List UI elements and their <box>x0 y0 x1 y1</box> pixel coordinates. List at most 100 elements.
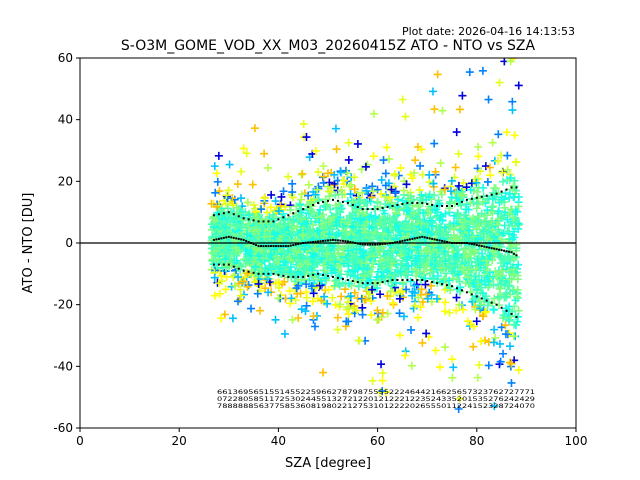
scatter-point <box>232 203 241 212</box>
scatter-point <box>477 300 486 309</box>
mean-point <box>411 237 414 240</box>
scatter-point <box>388 299 397 308</box>
mean-point <box>495 248 498 251</box>
scatter-point <box>379 156 388 165</box>
lower-sigma-point <box>500 306 503 309</box>
scatter-point <box>300 227 309 236</box>
scatter-point <box>474 142 483 151</box>
mean-point <box>438 239 441 242</box>
upper-sigma-point <box>222 212 225 215</box>
y-tick-label: -40 <box>53 359 73 373</box>
lower-sigma-point <box>341 277 344 280</box>
upper-sigma-point <box>436 205 439 207</box>
scatter-point <box>432 212 441 221</box>
scatter-point <box>223 204 232 213</box>
scatter-point <box>334 190 343 199</box>
scatter-point <box>399 312 408 321</box>
scatter-point <box>474 152 483 161</box>
scatter-point <box>266 250 275 259</box>
scatter-point <box>496 357 505 366</box>
scatter-point <box>392 235 401 244</box>
scatter-point <box>418 338 427 347</box>
scatter-point <box>431 167 440 176</box>
scatter-point <box>512 158 521 167</box>
scatter-point <box>418 297 427 306</box>
mean-point <box>212 238 215 241</box>
scatter-point <box>208 214 217 223</box>
scatter-point <box>383 267 392 276</box>
scatter-point <box>391 279 400 288</box>
scatter-point <box>374 247 383 256</box>
scatter-point <box>221 199 230 208</box>
scatter-point <box>441 343 450 352</box>
mean-point <box>478 244 481 247</box>
scatter-point <box>424 193 433 202</box>
scatter-point <box>490 325 499 334</box>
scatter-point <box>360 228 369 237</box>
lower-sigma-point <box>327 274 329 277</box>
scatter-point <box>266 263 275 272</box>
scatter-point <box>294 254 303 263</box>
mean-point <box>322 239 325 242</box>
scatter-point <box>421 280 430 289</box>
mean-point <box>366 243 369 246</box>
scatter-point <box>445 308 454 317</box>
scatter-point <box>340 176 349 185</box>
scatter-point <box>291 246 300 255</box>
scatter-point <box>300 245 309 254</box>
scatter-point <box>498 168 507 177</box>
scatter-point <box>314 168 323 177</box>
scatter-point <box>213 230 222 239</box>
scatter-point <box>344 310 353 319</box>
mean-point <box>242 238 245 241</box>
lower-sigma-point <box>406 279 409 281</box>
scatter-point <box>446 187 455 196</box>
scatter-point <box>279 257 288 266</box>
count-label-row: 7888888563775853608198022127531012222026… <box>217 403 535 410</box>
scatter-point <box>481 336 490 345</box>
lower-sigma-point <box>322 273 325 276</box>
scatter-point <box>347 196 356 205</box>
scatter-point <box>434 243 443 252</box>
lower-sigma-point <box>446 284 449 287</box>
scatter-point <box>435 253 444 262</box>
scatter-point <box>242 230 251 239</box>
scatter-point <box>368 182 377 191</box>
scatter-point <box>352 227 361 236</box>
lower-sigma-point <box>431 281 434 284</box>
scatter-point <box>328 251 337 260</box>
lower-sigma-point <box>510 312 513 315</box>
scatter-point <box>319 161 328 170</box>
scatter-point <box>378 376 387 385</box>
scatter-point <box>338 278 347 287</box>
scatter-point <box>345 182 354 191</box>
scatter-point <box>365 231 374 240</box>
scatter-point <box>430 191 439 200</box>
scatter-point <box>372 225 381 234</box>
scatter-point <box>252 212 261 221</box>
scatter-point <box>508 97 517 106</box>
scatter-point <box>377 189 386 198</box>
scatter-point <box>369 109 378 118</box>
scatter-point <box>238 220 247 229</box>
scatter-point <box>369 152 378 161</box>
lower-sigma-point <box>317 272 320 275</box>
scatter-point <box>488 194 497 203</box>
scatter-point <box>230 281 239 290</box>
scatter-point <box>357 165 366 174</box>
scatter-point <box>309 187 318 196</box>
scatter-point <box>240 255 249 264</box>
scatter-point <box>350 173 359 182</box>
scatter-point <box>232 221 241 230</box>
scatter-point <box>281 202 290 211</box>
mean-point <box>245 239 248 242</box>
scatter-point <box>346 253 355 262</box>
scatter-point <box>410 168 419 177</box>
scatter-point <box>447 176 456 185</box>
mean-point <box>232 236 235 239</box>
scatter-point <box>474 194 483 203</box>
scatter-point <box>350 252 359 261</box>
scatter-point <box>285 286 294 295</box>
scatter-point <box>449 219 458 228</box>
scatter-point <box>365 213 374 222</box>
